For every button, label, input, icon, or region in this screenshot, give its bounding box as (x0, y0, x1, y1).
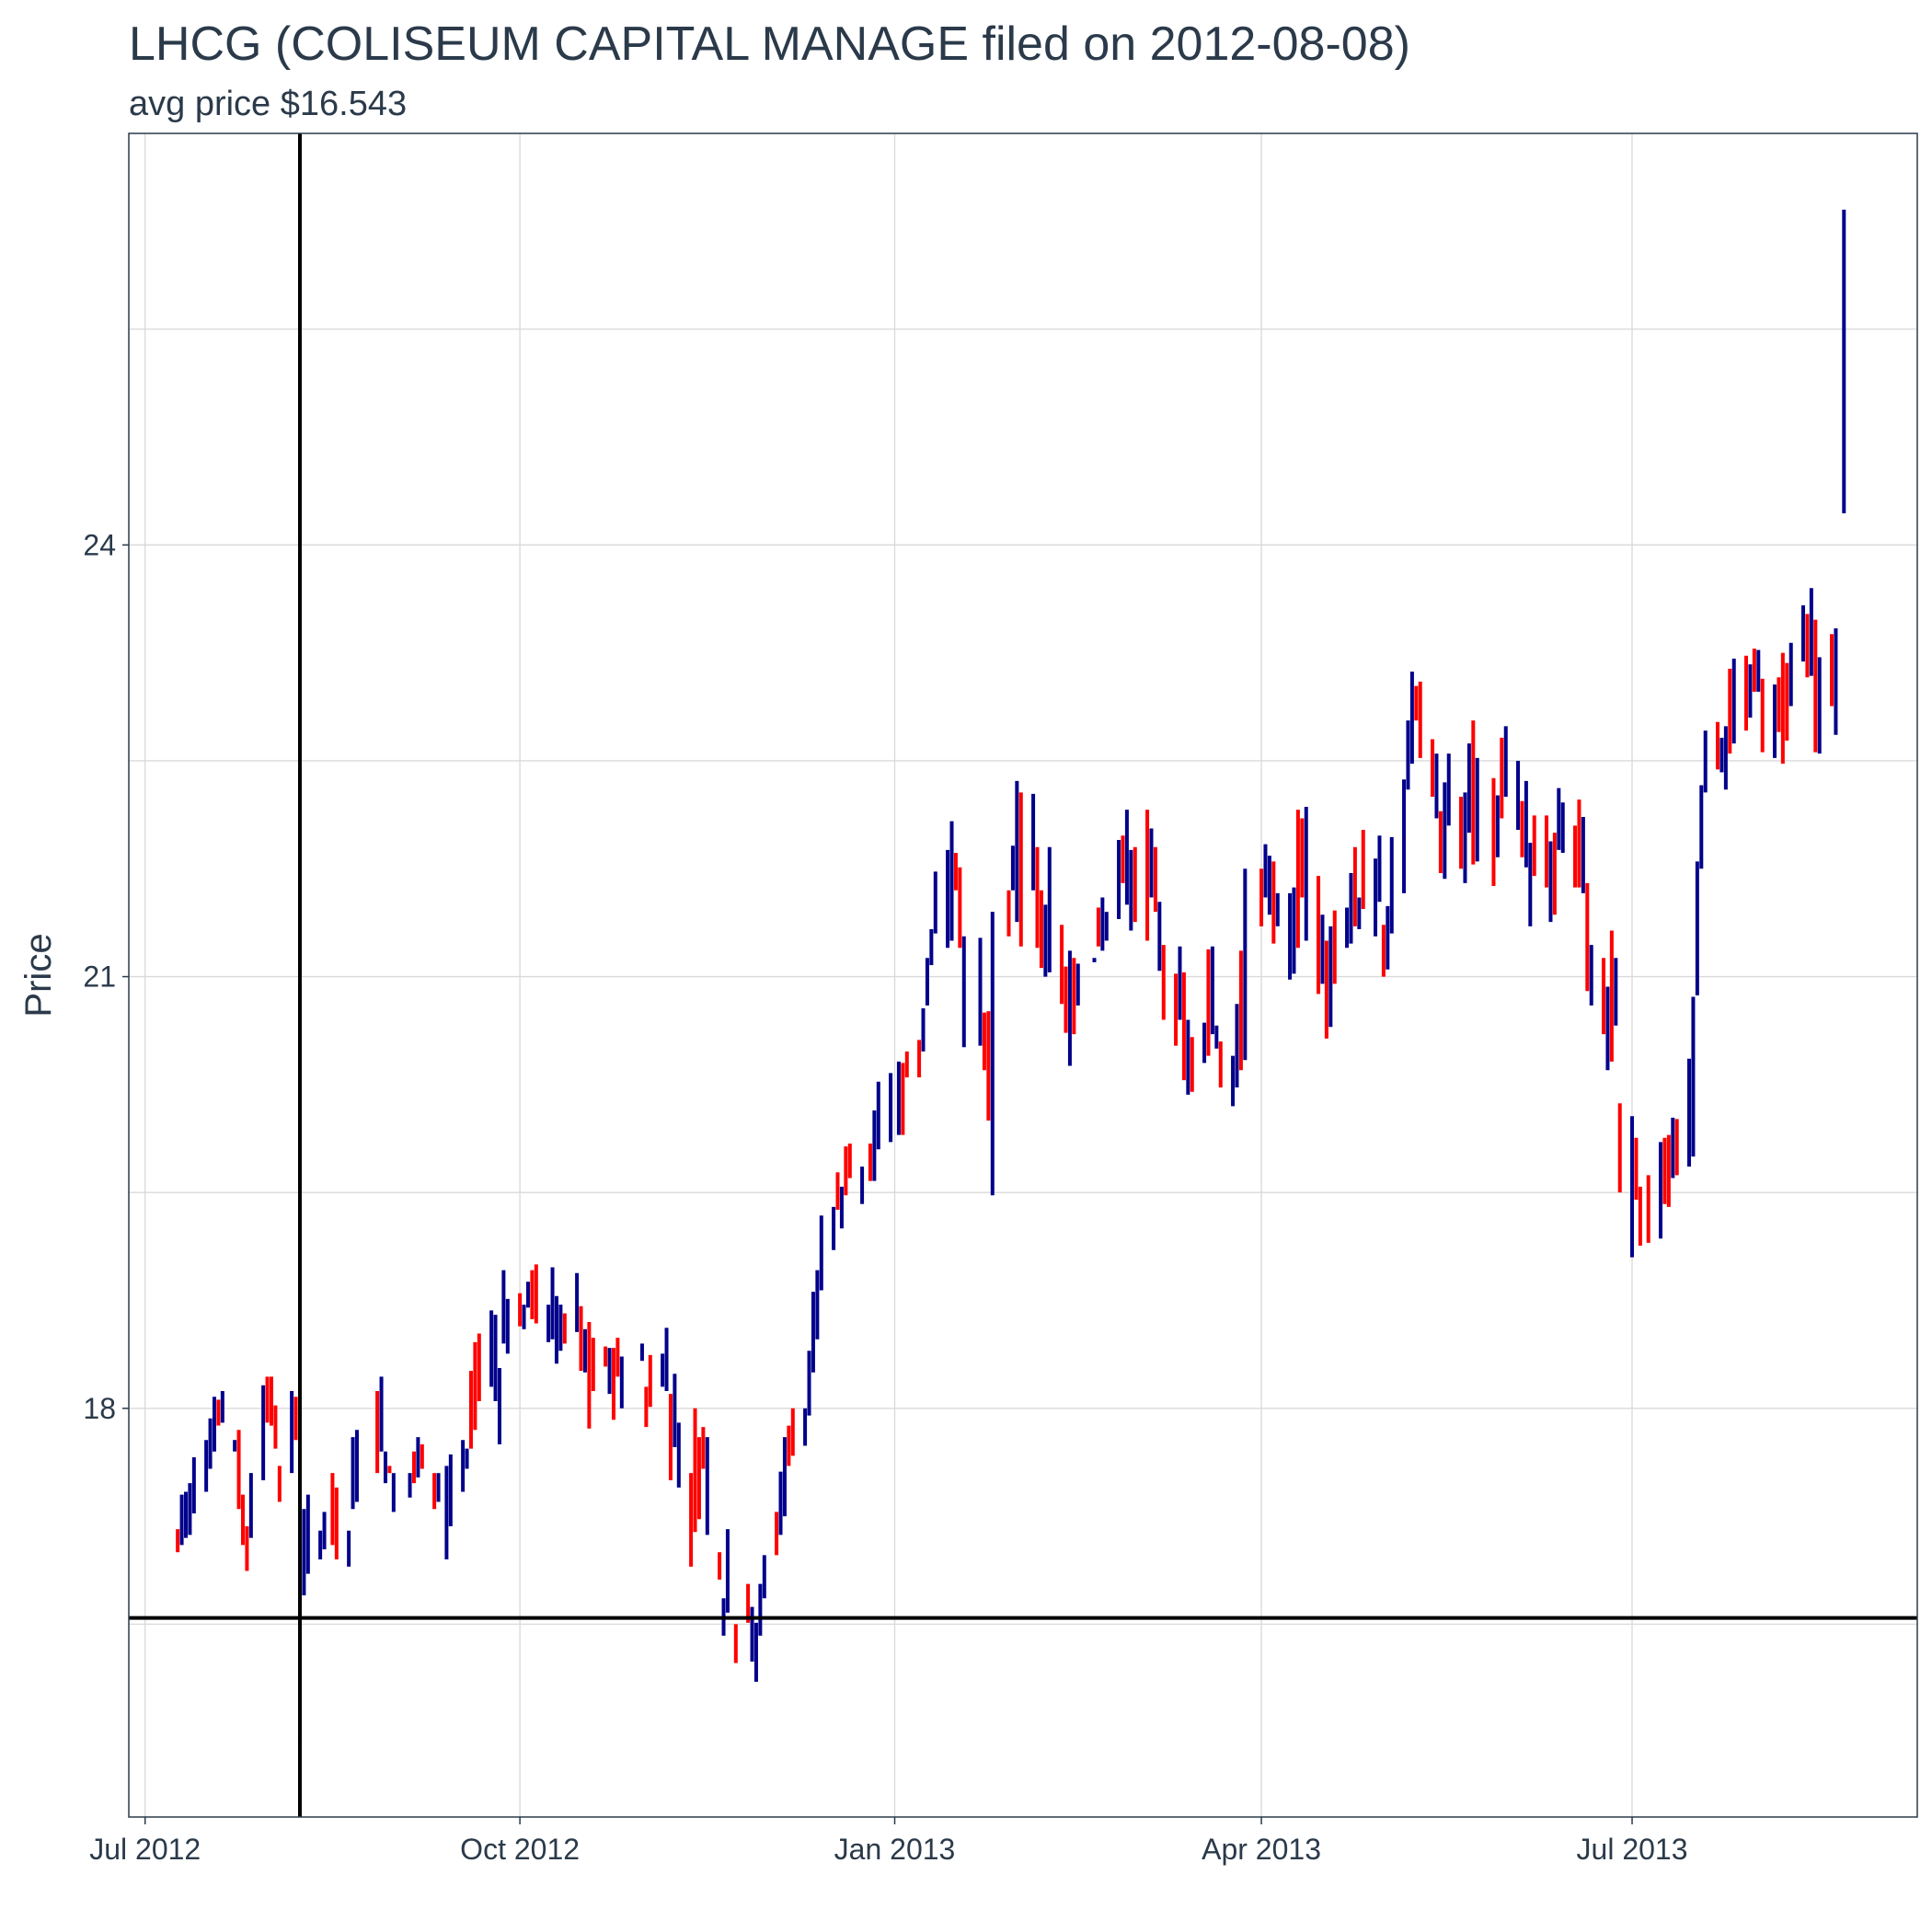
x-tick-label: Jan 2013 (834, 1833, 956, 1866)
chart-subtitle: avg price $16.543 (129, 85, 408, 123)
y-axis-title: Price (18, 933, 59, 1017)
y-tick-label: 21 (83, 960, 116, 994)
x-tick-label: Jul 2013 (1577, 1833, 1688, 1866)
grid-lines (129, 133, 1917, 1817)
price-bars (176, 209, 1846, 1740)
x-tick-label: Oct 2012 (460, 1833, 580, 1866)
x-axis: Jul 2012 Oct 2012 Jan 2013 Apr 2013 Jul 2013 (89, 1817, 1688, 1866)
plot-frame (128, 132, 1918, 1818)
plot-background (129, 133, 1917, 1817)
y-axis: 18 21 24 (83, 528, 129, 1425)
reference-lines (129, 133, 1917, 1817)
x-tick-label: Apr 2013 (1202, 1833, 1321, 1866)
y-tick-label: 24 (83, 528, 116, 561)
y-tick-label: 18 (83, 1392, 116, 1425)
x-tick-label: Jul 2012 (89, 1833, 201, 1866)
chart-title: LHCG (COLISEUM CAPITAL MANAGE filed on 2… (129, 17, 1410, 71)
